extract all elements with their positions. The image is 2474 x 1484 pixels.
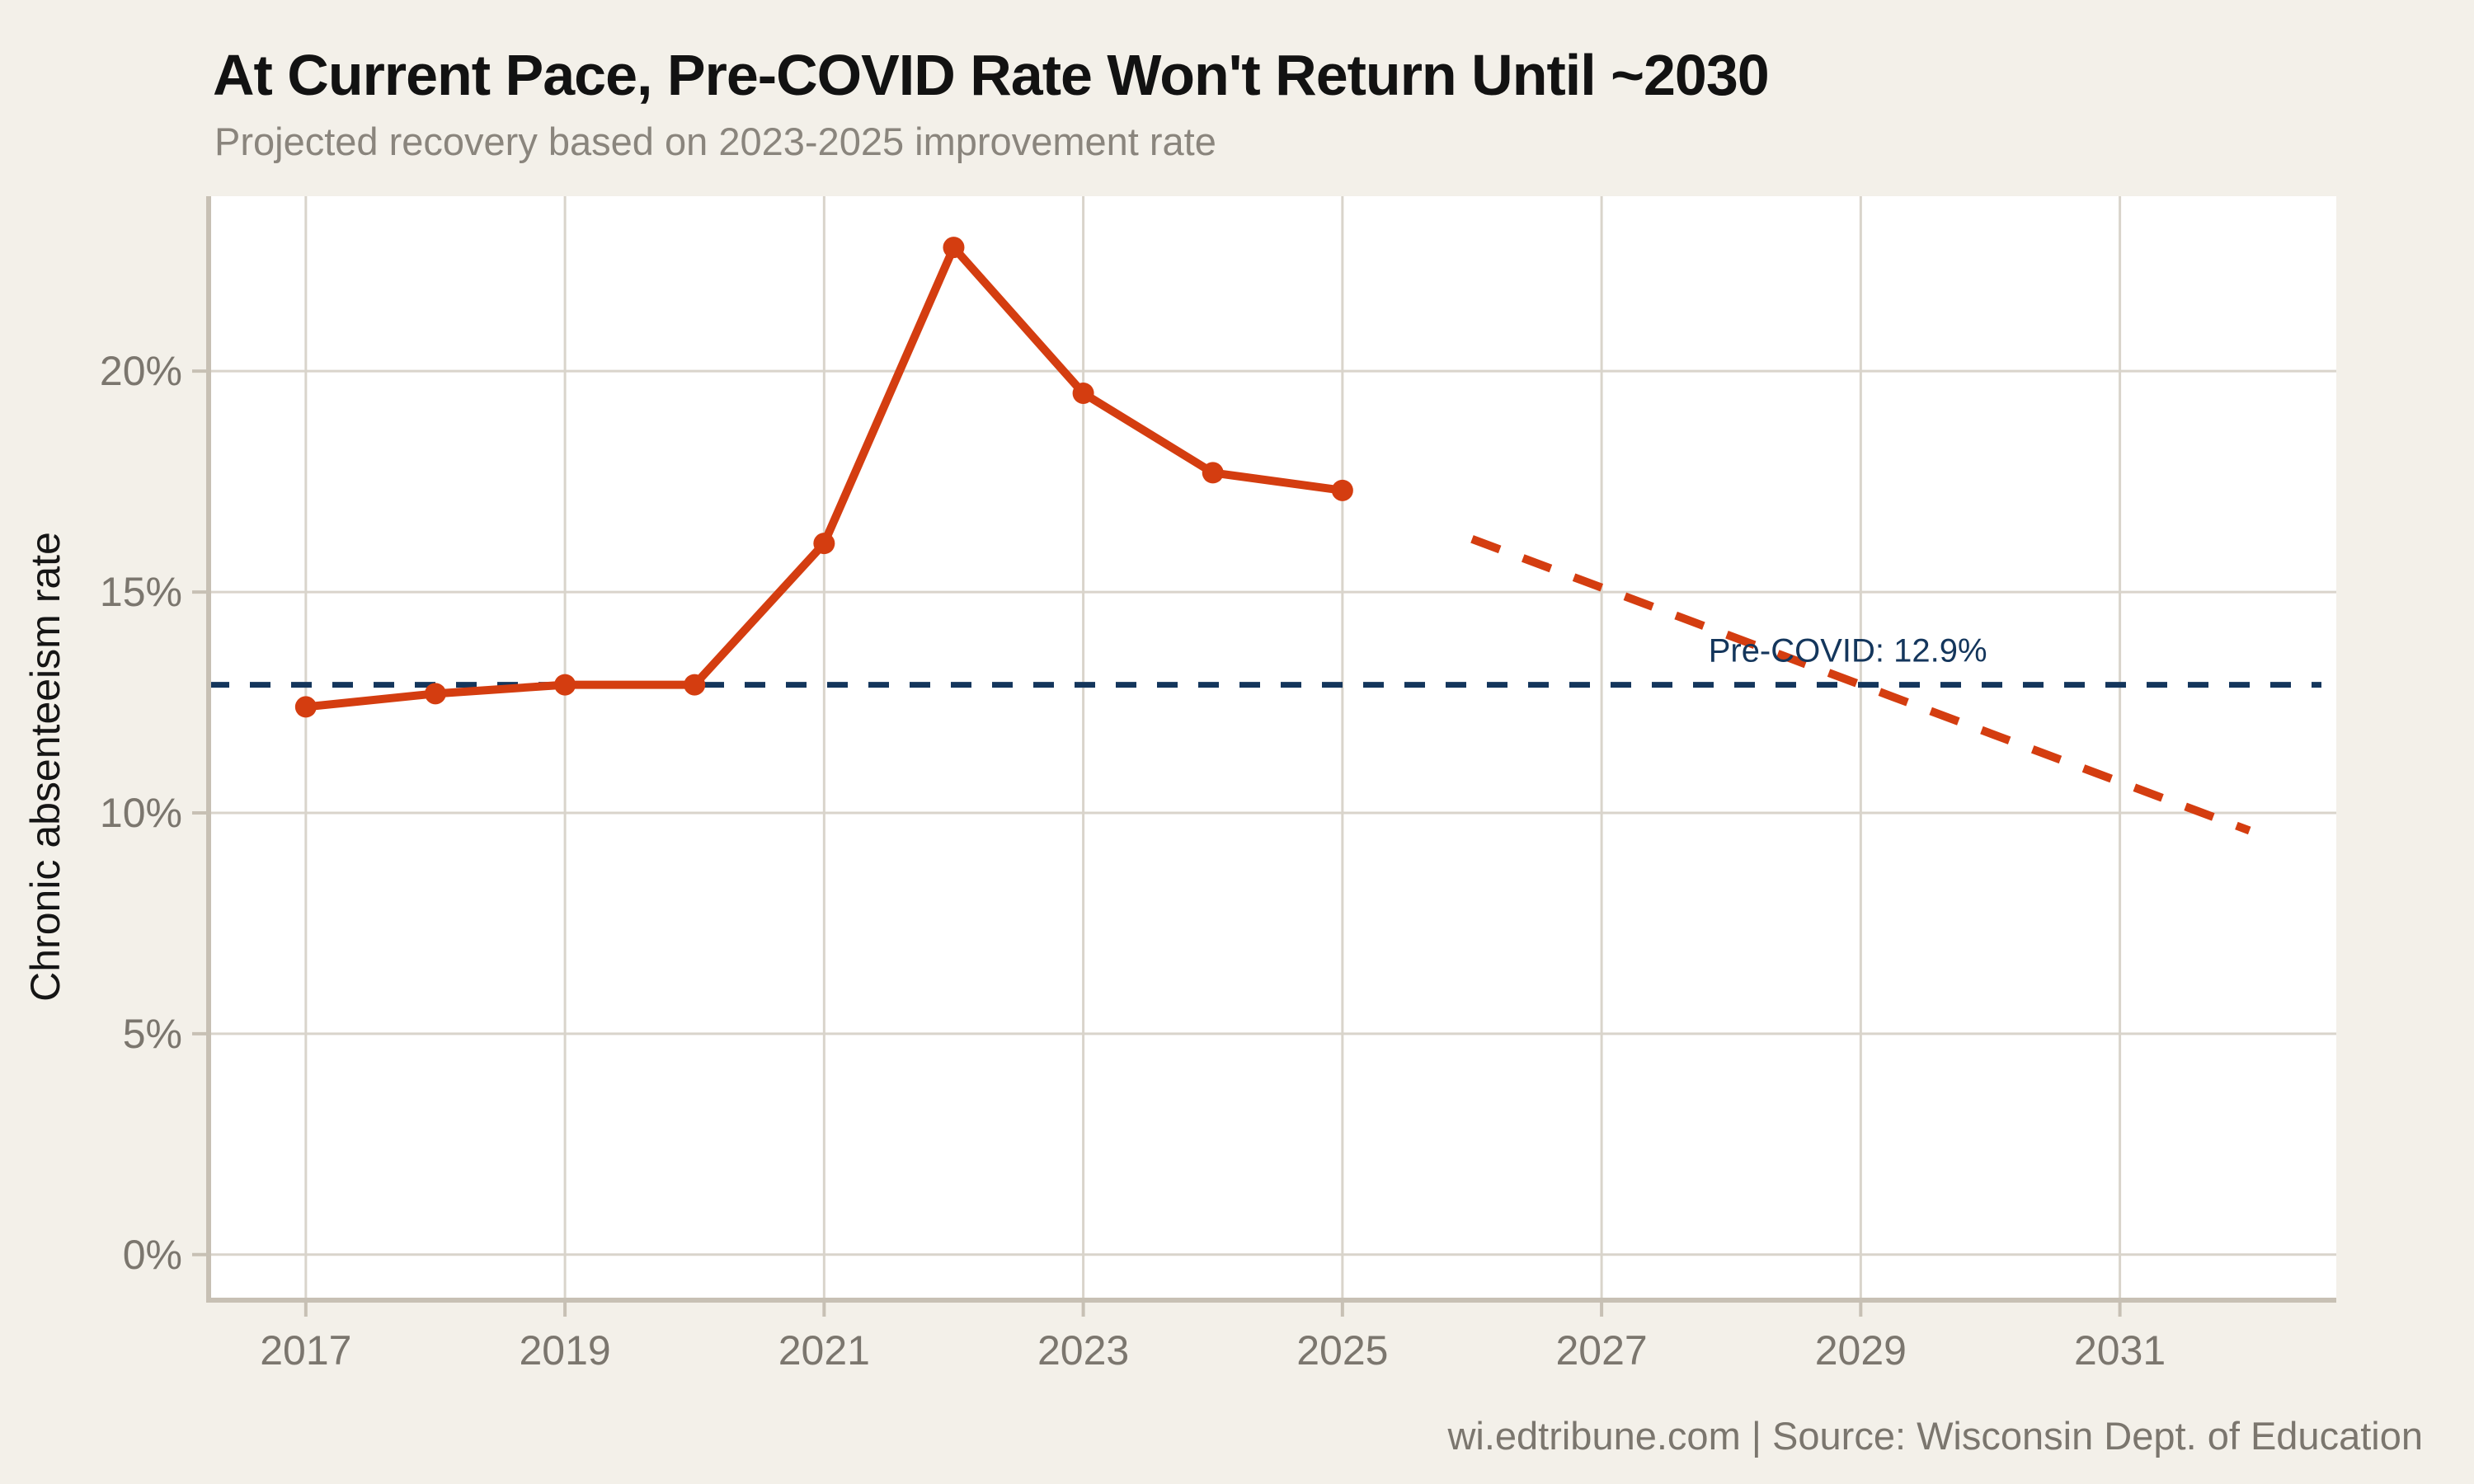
x-tick-label-2019: 2019	[519, 1327, 610, 1374]
data-point-2023	[1072, 382, 1094, 404]
x-tick-label-2029: 2029	[1815, 1327, 1907, 1374]
y-axis-title: Chronic absenteeism rate	[22, 532, 68, 1002]
x-tick-label-2017: 2017	[260, 1327, 351, 1374]
x-tick-label-2023: 2023	[1037, 1327, 1129, 1374]
y-tick-label-15: 15%	[100, 569, 182, 615]
x-tick-label-2021: 2021	[778, 1327, 870, 1374]
plot-background	[209, 196, 2336, 1300]
y-tick-label-5: 5%	[123, 1011, 182, 1057]
gridlines	[209, 196, 2336, 1300]
data-point-2024	[1202, 462, 1224, 484]
data-point-2019	[554, 674, 576, 696]
axis-tick-marks	[192, 369, 2122, 1317]
data-point-2022	[943, 237, 965, 259]
data-point-2021	[813, 533, 835, 555]
x-tick-label-2025: 2025	[1296, 1327, 1388, 1374]
data-point-2020	[684, 674, 706, 696]
chart-subtitle: Projected recovery based on 2023-2025 im…	[214, 120, 1216, 163]
axis-spines	[206, 196, 2336, 1303]
x-axis-tick-labels: 2017 2019 2021 2023 2025 2027 2029 2031	[260, 1327, 2166, 1374]
data-series-group	[294, 237, 2251, 835]
projected-line	[1470, 535, 2251, 835]
plot-area	[209, 196, 2336, 1300]
y-tick-label-10: 10%	[100, 790, 182, 836]
y-axis-tick-labels: 0% 5% 10% 15% 20%	[100, 348, 182, 1278]
data-point-2025	[1331, 479, 1353, 501]
y-tick-label-20: 20%	[100, 348, 182, 394]
source-credit: wi.edtribune.com | Source: Wisconsin Dep…	[1446, 1414, 2423, 1458]
precovid-annotation-label: Pre-COVID: 12.9%	[1709, 633, 1987, 669]
x-tick-label-2027: 2027	[1555, 1327, 1647, 1374]
chart-title: At Current Pace, Pre-COVID Rate Won't Re…	[213, 43, 1769, 107]
y-tick-label-0: 0%	[123, 1232, 182, 1278]
data-point-2018	[424, 683, 446, 705]
x-tick-label-2031: 2031	[2074, 1327, 2166, 1374]
data-point-2017	[294, 696, 317, 718]
